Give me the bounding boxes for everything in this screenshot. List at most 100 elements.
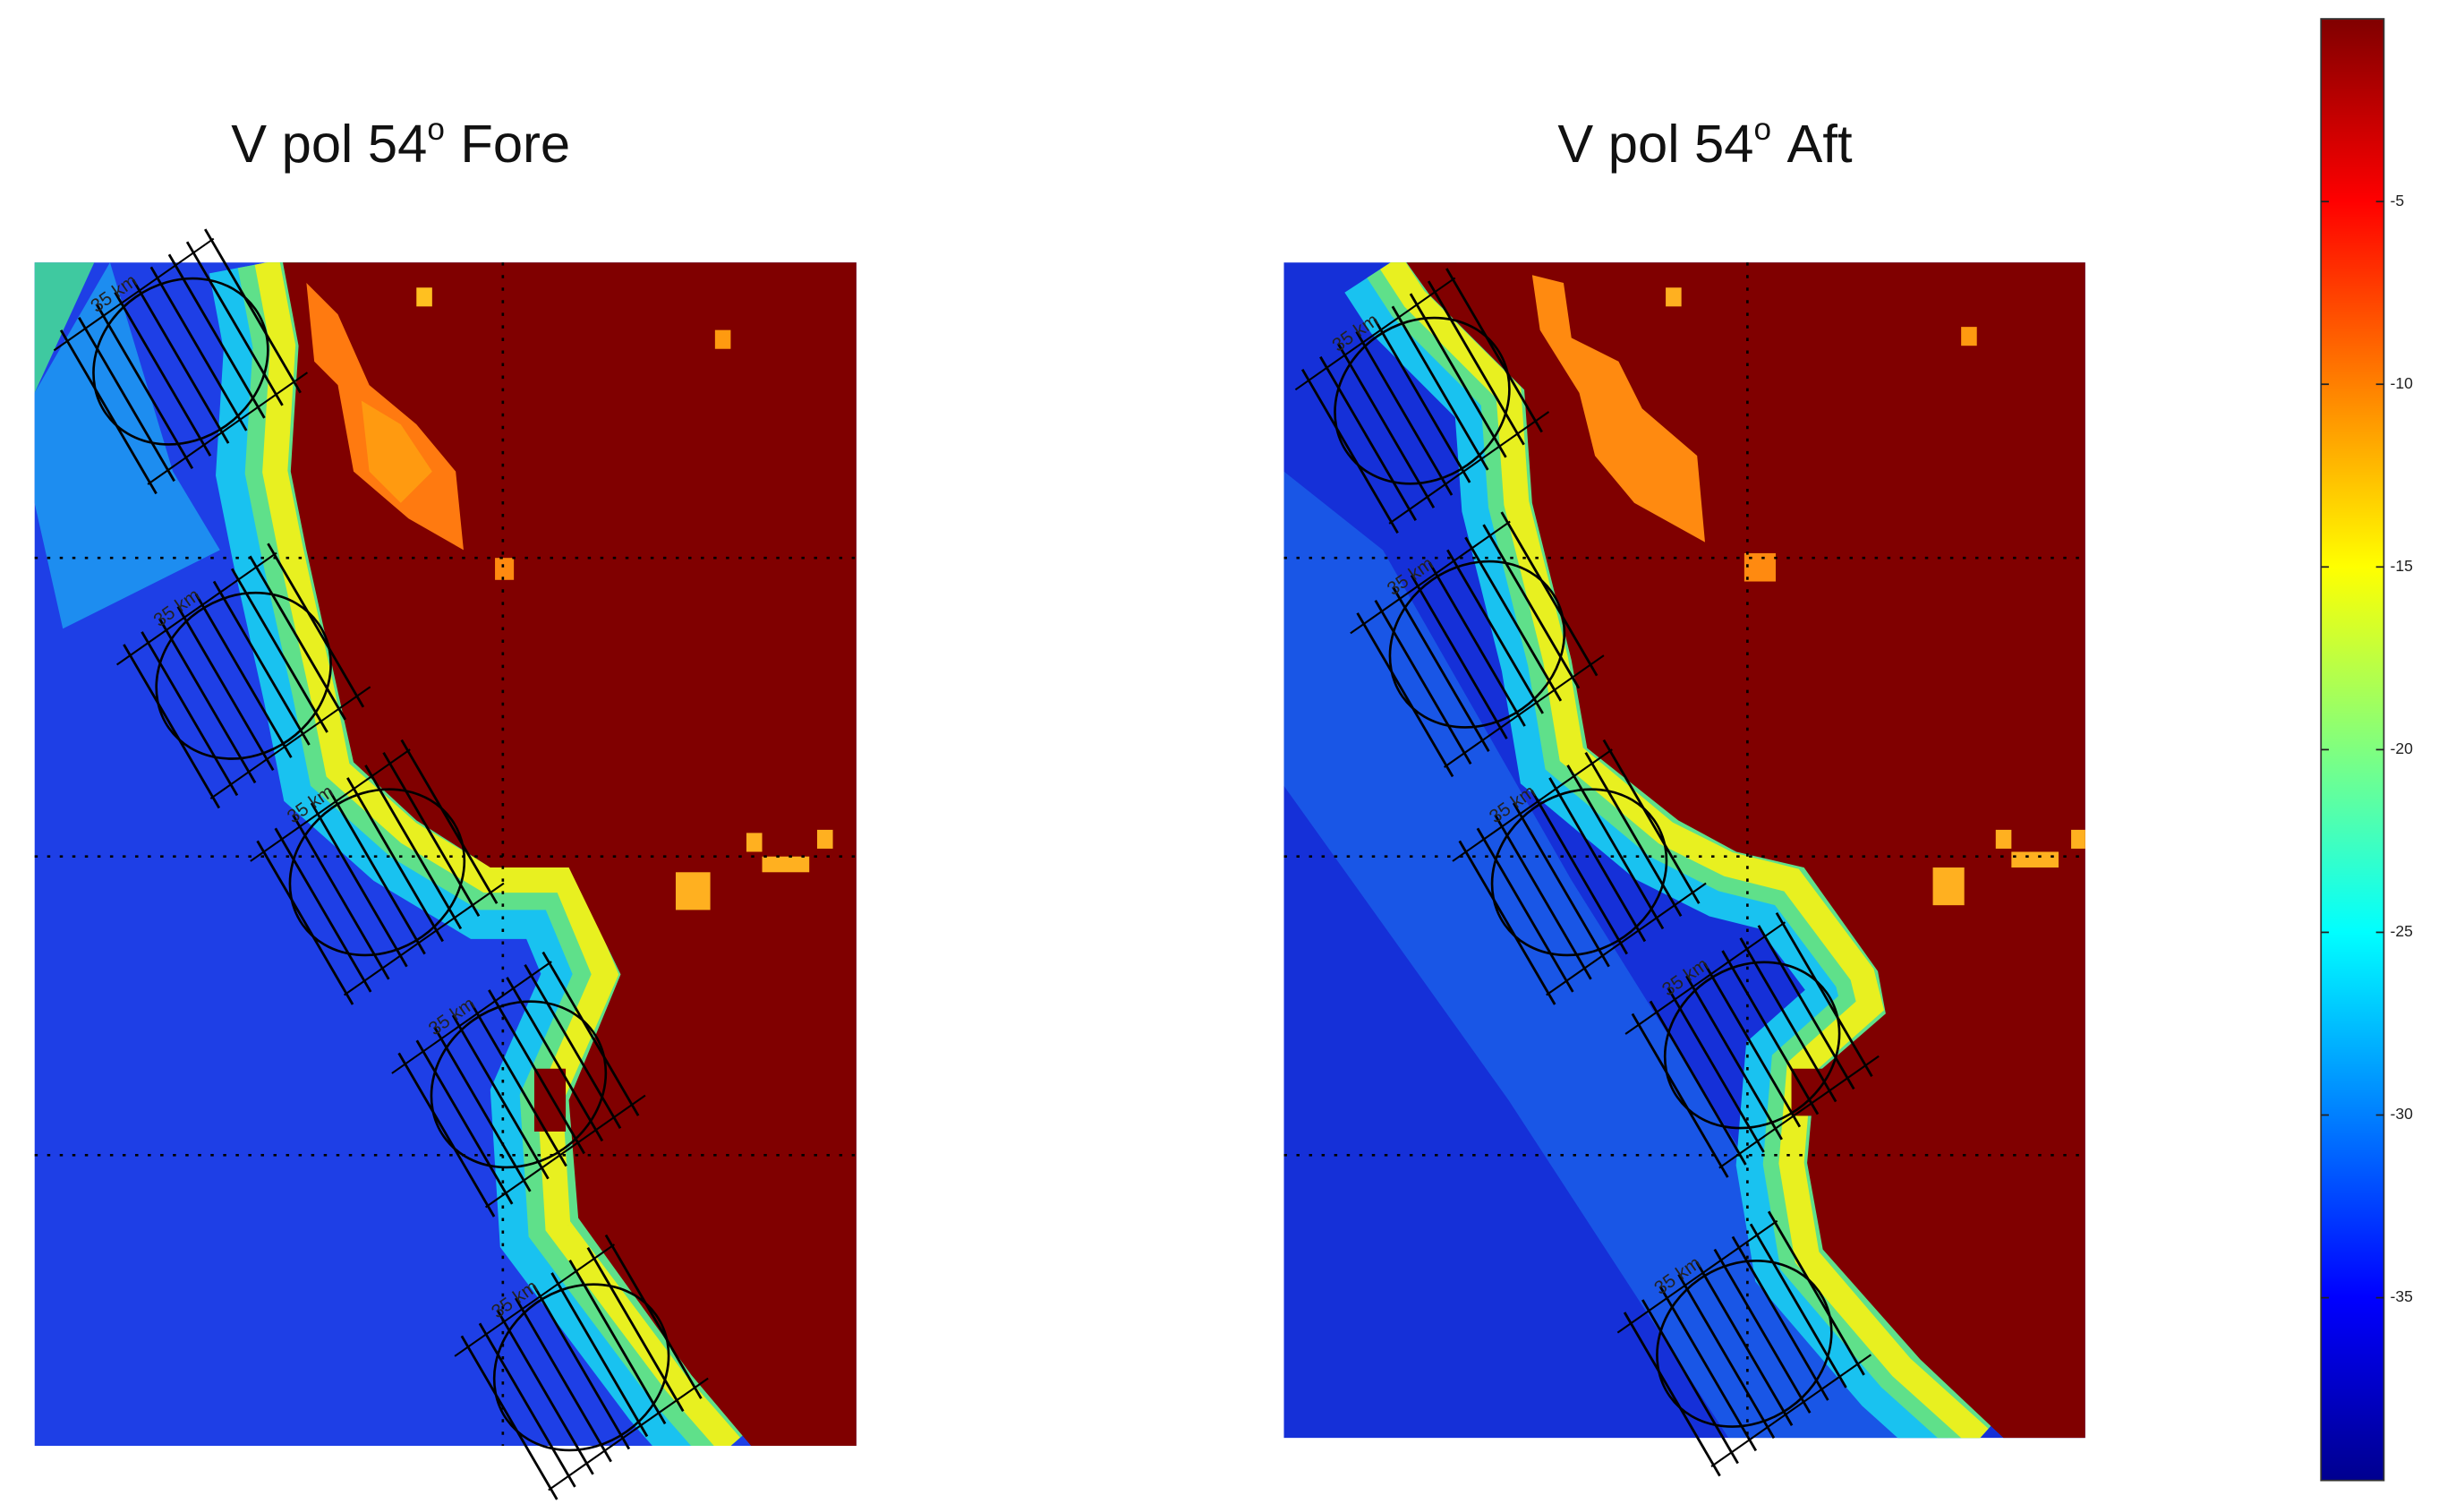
hatch-line — [1685, 975, 1783, 1141]
hatch-line — [586, 1246, 685, 1413]
hatch-line — [328, 790, 426, 955]
hatch-line — [533, 1285, 631, 1450]
footprint-edge — [1350, 520, 1511, 635]
footprint-ellipse — [288, 788, 466, 957]
footprint-edge — [1624, 921, 1786, 1035]
hatch-line — [292, 815, 390, 980]
hatch-line — [212, 580, 311, 746]
hatch-line — [1667, 987, 1765, 1153]
hatch-line — [249, 555, 346, 721]
hatch-line — [506, 977, 604, 1142]
footprint-edge — [1294, 277, 1456, 391]
title-main: V pol 54 — [231, 114, 427, 174]
map-right — [1283, 262, 2085, 1439]
title-sup: o — [1753, 112, 1771, 147]
hatch-line — [149, 266, 248, 432]
footprint-edge — [209, 686, 371, 799]
footprint-edge — [53, 237, 215, 352]
footprint-edge — [115, 551, 277, 666]
hatch-line — [397, 1052, 496, 1218]
hatch-line — [415, 1039, 514, 1205]
hatch-line — [1427, 280, 1525, 446]
hatch-line — [364, 765, 463, 930]
tick-label: -15 — [2390, 557, 2413, 575]
hatch-line — [1631, 1013, 1729, 1178]
hatch-line — [1409, 293, 1507, 458]
hatch-line — [1512, 802, 1610, 968]
panel-title: V pol 54o Aft — [1557, 112, 1853, 174]
footprint: 35 km — [1624, 911, 1880, 1178]
hatch-line — [204, 228, 302, 394]
hatch-line — [541, 951, 640, 1116]
footprint-ellipse — [1334, 316, 1511, 485]
footprint-edge — [147, 372, 309, 485]
hatch-line — [1739, 937, 1837, 1103]
title-end: Aft — [1787, 114, 1853, 174]
title-main: V pol 54 — [1557, 114, 1753, 174]
hatch-line — [96, 303, 194, 469]
footprint-ellipse — [430, 1000, 608, 1169]
title-end: Fore — [460, 114, 570, 174]
footprint-edge — [250, 748, 411, 862]
footprint-edge — [1452, 748, 1613, 862]
hatch-line — [1641, 1299, 1739, 1465]
hatch-line — [230, 568, 328, 733]
hatch-line — [515, 1297, 612, 1463]
hatch-line — [141, 631, 239, 797]
footprint-edge — [1443, 654, 1605, 768]
footprint: 35 km — [1294, 268, 1550, 534]
hatch-line — [1356, 612, 1454, 778]
hatch-line — [1355, 330, 1454, 496]
footprint-ellipse — [155, 591, 332, 760]
hatch-line — [1428, 561, 1526, 727]
panel-title: V pol 54o Fore — [231, 112, 570, 174]
hatch-line — [194, 593, 293, 758]
hatch-line — [1757, 925, 1855, 1090]
footprint-edge — [1710, 1354, 1872, 1468]
footprint-ellipse — [492, 1283, 670, 1452]
hatch-line — [123, 644, 221, 809]
hatch-line — [176, 605, 275, 771]
hatch-line — [1721, 950, 1820, 1115]
hatch-line — [460, 1335, 558, 1500]
footprint-ellipse — [1490, 788, 1668, 957]
hatch-line — [488, 989, 585, 1155]
hatch-line — [1410, 574, 1508, 739]
hatch-line — [256, 840, 354, 1005]
hatch-line — [158, 619, 257, 784]
footprint-edge — [1718, 1055, 1880, 1169]
hatch-line — [1623, 1312, 1721, 1477]
hatch-line — [1446, 549, 1544, 714]
hatch-line — [524, 963, 622, 1130]
hatch-line — [274, 827, 372, 993]
hatch-line — [433, 1027, 532, 1192]
footprint-edge — [548, 1377, 709, 1491]
hatch-line — [1458, 840, 1556, 1005]
title-sup: o — [427, 112, 445, 147]
hatch-line — [1482, 524, 1581, 689]
hatch-line — [1749, 1223, 1847, 1389]
footprint-ellipse — [1388, 560, 1566, 729]
footprint: 35 km — [1350, 511, 1605, 778]
hatch-line — [114, 291, 212, 457]
hatch-line — [478, 1322, 576, 1488]
tick-label: -10 — [2390, 374, 2413, 392]
hatch-line — [1775, 911, 1873, 1078]
hatch-line — [1731, 1235, 1829, 1401]
colorbar-ticks: -5 -10 -15 -20 -25 -30 -35 — [2321, 192, 2413, 1305]
footprint-edge — [454, 1243, 616, 1357]
tick-label: -20 — [2390, 739, 2413, 757]
map-left — [34, 262, 857, 1447]
hatch-line — [1337, 343, 1436, 508]
hatch-line — [550, 1272, 649, 1438]
footprint-ellipse — [1656, 1259, 1833, 1428]
footprint-edge — [391, 961, 552, 1074]
hatch-line — [1300, 369, 1399, 534]
hatch-line — [1500, 511, 1599, 677]
tick-label: -5 — [2390, 192, 2404, 209]
footprint-edge — [1546, 882, 1707, 996]
footprint-edge — [343, 882, 505, 996]
